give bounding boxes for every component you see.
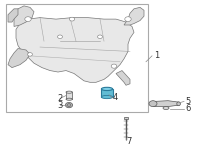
Circle shape bbox=[65, 102, 73, 108]
Polygon shape bbox=[8, 49, 30, 68]
Text: 6: 6 bbox=[185, 104, 190, 113]
Bar bbox=[66, 92, 72, 99]
Circle shape bbox=[67, 104, 71, 107]
Ellipse shape bbox=[177, 102, 180, 106]
Text: 5: 5 bbox=[185, 97, 190, 106]
Polygon shape bbox=[16, 18, 134, 82]
Bar bbox=[101, 89, 113, 97]
Bar bbox=[6, 4, 148, 112]
Ellipse shape bbox=[66, 98, 72, 100]
Circle shape bbox=[125, 17, 131, 21]
Polygon shape bbox=[116, 71, 130, 85]
Polygon shape bbox=[124, 7, 144, 25]
Text: 4: 4 bbox=[113, 93, 118, 102]
Ellipse shape bbox=[101, 87, 113, 91]
Circle shape bbox=[149, 101, 157, 107]
Polygon shape bbox=[14, 6, 34, 26]
Circle shape bbox=[25, 17, 31, 21]
Ellipse shape bbox=[163, 107, 169, 110]
Text: 7: 7 bbox=[126, 137, 131, 146]
Circle shape bbox=[69, 17, 75, 21]
Bar bbox=[124, 117, 128, 119]
Polygon shape bbox=[151, 101, 179, 107]
Circle shape bbox=[111, 64, 117, 68]
Text: 1: 1 bbox=[154, 51, 159, 60]
Polygon shape bbox=[8, 9, 18, 22]
Circle shape bbox=[98, 35, 102, 39]
Ellipse shape bbox=[66, 91, 72, 93]
Ellipse shape bbox=[101, 95, 113, 99]
Circle shape bbox=[58, 35, 62, 39]
Text: 3: 3 bbox=[57, 101, 62, 110]
Text: 2: 2 bbox=[57, 94, 62, 103]
Circle shape bbox=[28, 53, 32, 56]
